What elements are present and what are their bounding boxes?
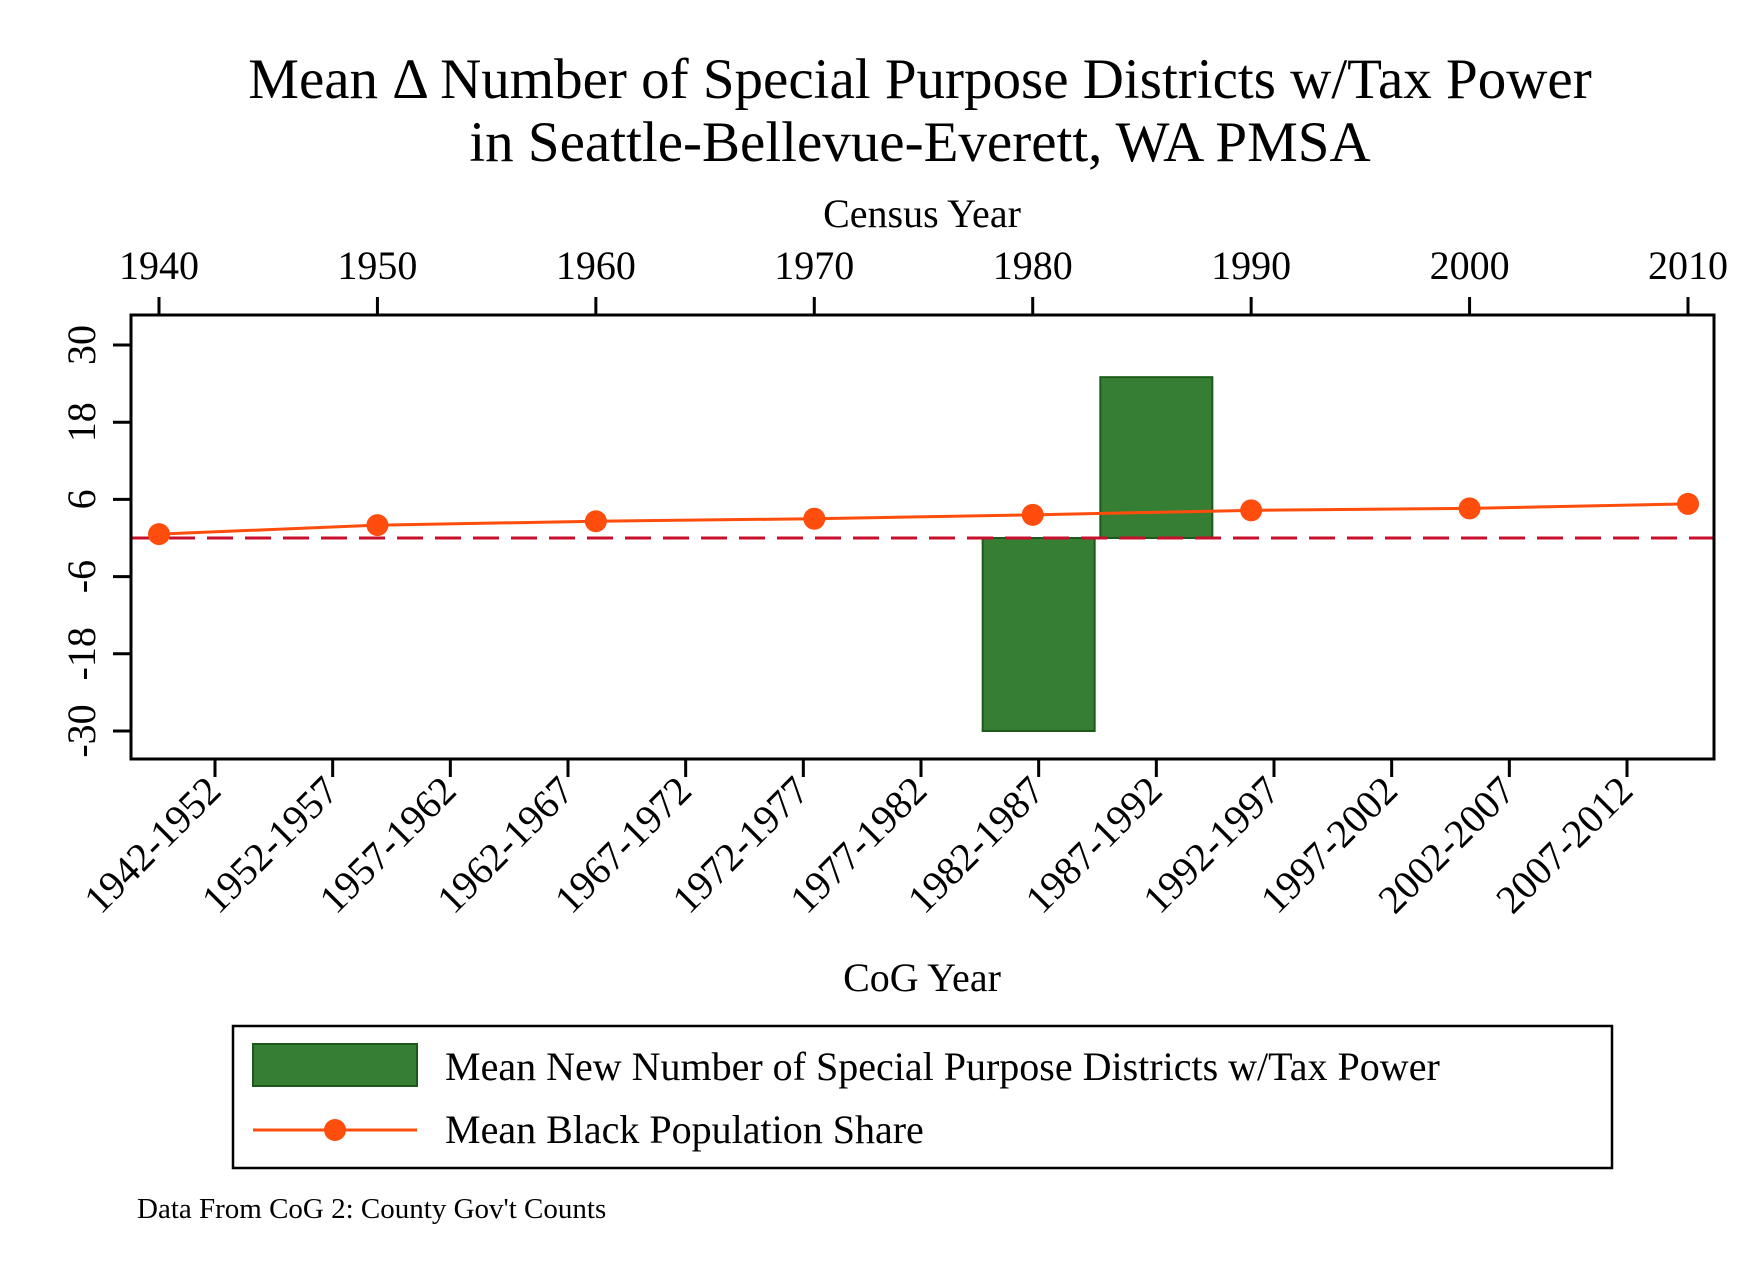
chart-title-line1: Mean Δ Number of Special Purpose Distric… (248, 48, 1591, 111)
left-tick-label: 6 (59, 489, 104, 509)
left-tick-label: -18 (59, 627, 104, 680)
black-share-point-1940 (148, 523, 170, 546)
left-tick-label: 18 (59, 402, 104, 442)
bottom-axis: 1942-19521952-19571957-19621962-19671967… (75, 759, 1641, 922)
bar-1982-1987 (981, 537, 1096, 732)
left-tick-label: -30 (59, 704, 104, 757)
black-share-point-1970 (803, 507, 826, 530)
chart-title-line2: in Seattle-Bellevue-Everett, WA PMSA (469, 111, 1370, 174)
left-axis: 30 18 6 -6 -18 -30 (59, 325, 131, 758)
top-tick-label: 2010 (1648, 243, 1728, 288)
top-axis-title: Census Year (823, 191, 1021, 236)
black-share-point-1990 (1240, 499, 1263, 522)
legend-bar-swatch (252, 1043, 418, 1087)
top-tick-label: 1990 (1211, 243, 1291, 288)
legend-box (231, 1024, 1614, 1170)
bottom-axis-title: CoG Year (843, 955, 1001, 1000)
top-tick-label: 2000 (1430, 243, 1510, 288)
top-tick-label: 1940 (119, 243, 199, 288)
black-share-line (158, 502, 1689, 536)
black-share-point-1950 (366, 514, 389, 537)
top-tick-label: 1950 (337, 243, 417, 288)
top-tick-label: 1960 (556, 243, 636, 288)
left-tick-label: -6 (59, 560, 104, 593)
legend-line-label: Mean Black Population Share (445, 1107, 924, 1152)
top-axis: 1940 1950 1960 1970 1980 1990 2000 2010 (119, 243, 1728, 315)
black-share-point-1960 (584, 510, 607, 533)
legend-bar-label: Mean New Number of Special Purpose Distr… (445, 1044, 1440, 1089)
left-tick-label: 30 (59, 325, 104, 365)
source-note: Data From CoG 2: County Gov't Counts (137, 1193, 606, 1225)
legend: Mean New Number of Special Purpose Distr… (231, 1024, 1614, 1170)
plot-area (131, 376, 1714, 732)
top-tick-label: 1980 (993, 243, 1073, 288)
black-share-point-2010 (1677, 492, 1699, 515)
top-tick-label: 1970 (774, 243, 854, 288)
black-share-point-1980 (1021, 503, 1044, 526)
black-share-point-2000 (1458, 497, 1481, 520)
plot-frame (129, 313, 1716, 761)
legend-line-marker (324, 1119, 346, 1141)
